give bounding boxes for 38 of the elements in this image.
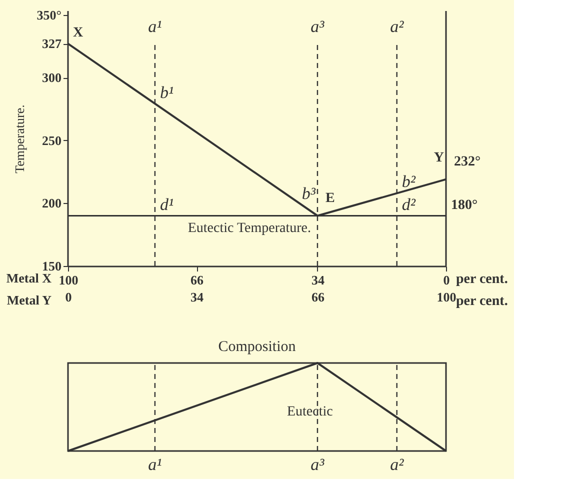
annotation: X [73,26,84,41]
annotation: 232° [454,154,481,170]
x-tick-label: 0 [65,290,72,304]
y-axis-title: Temperature. [12,104,27,174]
x2-tick-label: 0 [443,272,450,288]
ref-line-label: a¹ [148,17,162,36]
x2-tick-label: 34 [311,272,325,288]
text: per cent. [456,272,508,287]
annotation: Eutectic [286,404,333,420]
y-tick-label: 150 [42,258,62,274]
x-tick-label: 100 [436,290,456,304]
ref-line-label: a³ [310,455,326,474]
y-tick-label: 327 [42,36,62,52]
annotation: b² [402,172,416,192]
x-tick-label: 66 [311,290,325,304]
y-tick-label: 300 [42,70,62,86]
y-tick-label: 250 [42,132,62,148]
annotation: b³ [302,184,316,203]
annotation: d² [402,194,416,214]
annotation: d¹ [160,194,174,214]
x2-axis-title: Metal X [6,270,52,286]
ref-line-label: a² [390,455,405,474]
x2-tick-label: 66 [190,272,204,288]
annotation: E [325,190,335,206]
annotation: 180° [451,198,478,213]
y-tick-label: 200 [42,196,62,211]
ref-line-label: a¹ [148,455,162,474]
ref-line-label: a³ [310,17,326,36]
x-tick-label: 34 [190,290,204,304]
x-axis-title: Metal Y [6,292,52,308]
ref-line-label: a² [390,17,405,36]
annotation: b¹ [160,82,174,102]
ref-line-label: Eutectic Temperature. [188,220,312,236]
x2-tick-label: 100 [58,272,78,288]
annotation: Y [434,150,444,166]
chart-title: Composition [218,339,296,355]
y-tick-label: 350° [36,7,62,22]
text: per cent. [456,294,508,309]
